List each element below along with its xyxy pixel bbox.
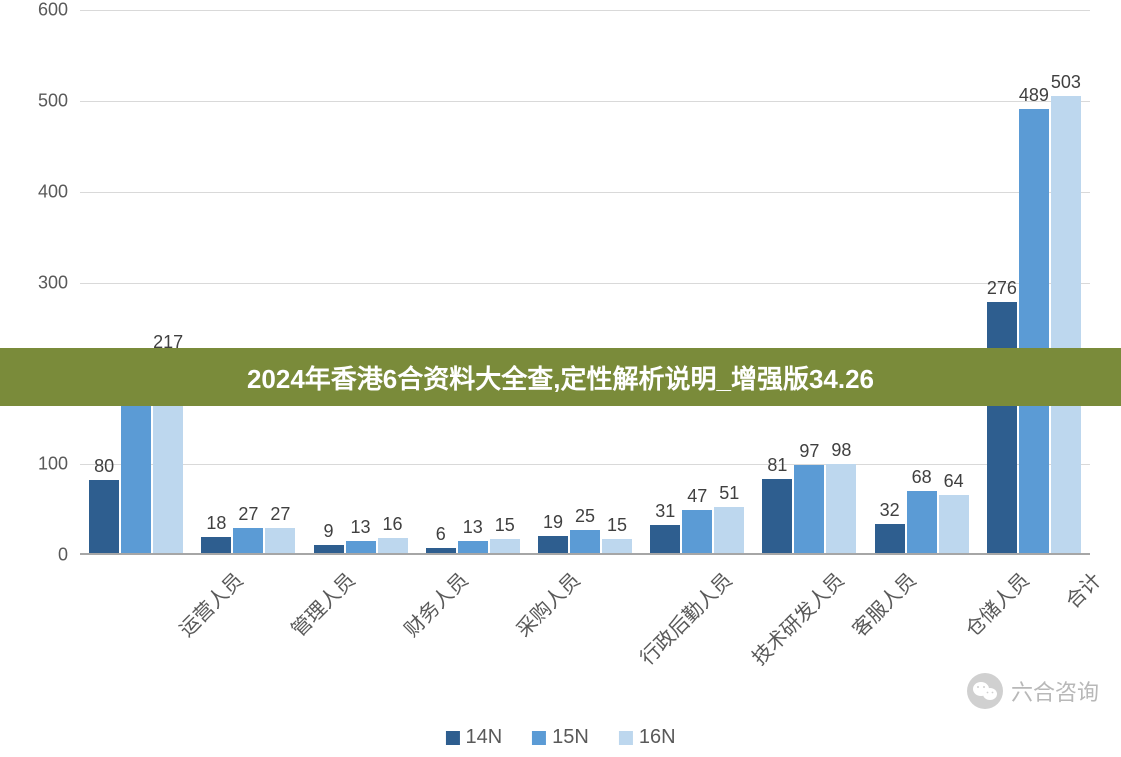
legend-label: 15N	[552, 726, 589, 749]
bar: 276	[987, 302, 1017, 553]
x-tick-label: 客服人员	[845, 565, 922, 642]
bar: 64	[939, 495, 969, 553]
y-tick-label: 100	[28, 454, 68, 475]
bar-value-label: 13	[351, 517, 371, 538]
bar-value-label: 276	[987, 278, 1017, 299]
bar-value-label: 80	[94, 456, 114, 477]
bar: 25	[570, 530, 600, 553]
bar-value-label: 47	[687, 486, 707, 507]
legend-swatch	[532, 731, 546, 745]
bar-value-label: 19	[543, 512, 563, 533]
bar-value-label: 31	[655, 501, 675, 522]
bar: 47	[682, 510, 712, 553]
grid-line	[80, 283, 1090, 284]
wechat-icon	[967, 673, 1003, 709]
bar: 503	[1051, 96, 1081, 553]
plot-area: 0100200300400500600801992171827279131661…	[80, 10, 1090, 555]
bar: 15	[602, 539, 632, 553]
legend-swatch	[619, 731, 633, 745]
bar: 13	[458, 541, 488, 553]
bar: 31	[650, 525, 680, 553]
grid-line	[80, 101, 1090, 102]
bar: 81	[762, 479, 792, 553]
overlay-text: 2024年香港6合资料大全查,定性解析说明_增强版34.26	[247, 359, 874, 396]
y-tick-label: 500	[28, 90, 68, 111]
bar-group: 91316	[314, 538, 408, 553]
bar: 18	[201, 537, 231, 553]
legend-swatch	[445, 731, 459, 745]
bar-value-label: 98	[831, 440, 851, 461]
bar: 68	[907, 491, 937, 553]
watermark: 六合咨询	[967, 673, 1099, 709]
bar-value-label: 32	[880, 500, 900, 521]
x-tick-label: 运营人员	[172, 565, 249, 642]
x-tick-label: 技术研发人员	[744, 565, 849, 670]
bar: 98	[826, 464, 856, 553]
bar-group: 192515	[538, 530, 632, 553]
bar: 6	[426, 548, 456, 553]
x-tick-label: 仓储人员	[957, 565, 1034, 642]
bar: 51	[714, 507, 744, 553]
bar-value-label: 25	[575, 506, 595, 527]
bar-value-label: 6	[436, 524, 446, 545]
bar-value-label: 64	[944, 471, 964, 492]
bar: 32	[875, 524, 905, 553]
bar-group: 61315	[426, 539, 520, 553]
bar-group: 182727	[201, 528, 295, 553]
bar-value-label: 81	[767, 455, 787, 476]
bar: 27	[233, 528, 263, 553]
legend-label: 16N	[639, 726, 676, 749]
bar-value-label: 18	[206, 513, 226, 534]
bar: 80	[89, 480, 119, 553]
legend-item: 16N	[619, 726, 676, 749]
x-tick-label: 管理人员	[284, 565, 361, 642]
chart-container: 0100200300400500600801992171827279131661…	[30, 0, 1100, 620]
x-tick-label: 采购人员	[508, 565, 585, 642]
bar-value-label: 489	[1019, 85, 1049, 106]
y-tick-label: 600	[28, 0, 68, 21]
bar: 15	[490, 539, 520, 553]
bar: 16	[378, 538, 408, 553]
bar-group: 314751	[650, 507, 744, 553]
bar-value-label: 16	[383, 514, 403, 535]
bar-value-label: 97	[799, 441, 819, 462]
bar: 27	[265, 528, 295, 553]
x-tick-label: 行政后勤人员	[632, 565, 737, 670]
bar-value-label: 27	[238, 504, 258, 525]
bar: 13	[346, 541, 376, 553]
legend-item: 15N	[532, 726, 589, 749]
legend-item: 14N	[445, 726, 502, 749]
bar-value-label: 13	[463, 517, 483, 538]
bar-value-label: 9	[324, 521, 334, 542]
grid-line	[80, 10, 1090, 11]
bar: 97	[794, 465, 824, 553]
bar-group: 326864	[875, 491, 969, 553]
overlay-banner: 2024年香港6合资料大全查,定性解析说明_增强版34.26	[0, 348, 1121, 406]
bar-group: 819798	[762, 464, 856, 553]
y-tick-label: 400	[28, 181, 68, 202]
x-tick-label: 财务人员	[396, 565, 473, 642]
bar-value-label: 503	[1051, 72, 1081, 93]
bar-value-label: 68	[912, 467, 932, 488]
bar-group: 276489503	[987, 96, 1081, 553]
grid-line	[80, 192, 1090, 193]
bar-value-label: 15	[495, 515, 515, 536]
legend: 14N 15N 16N	[445, 726, 675, 749]
grid-line	[80, 464, 1090, 465]
bar: 19	[538, 536, 568, 553]
y-tick-label: 300	[28, 272, 68, 293]
legend-label: 14N	[465, 726, 502, 749]
bar: 489	[1019, 109, 1049, 553]
watermark-text: 六合咨询	[1011, 675, 1099, 707]
y-tick-label: 0	[28, 545, 68, 566]
bar: 9	[314, 545, 344, 553]
x-tick-label: 合计	[1058, 565, 1107, 614]
bar-value-label: 15	[607, 515, 627, 536]
bar-value-label: 51	[719, 483, 739, 504]
bar-value-label: 27	[270, 504, 290, 525]
